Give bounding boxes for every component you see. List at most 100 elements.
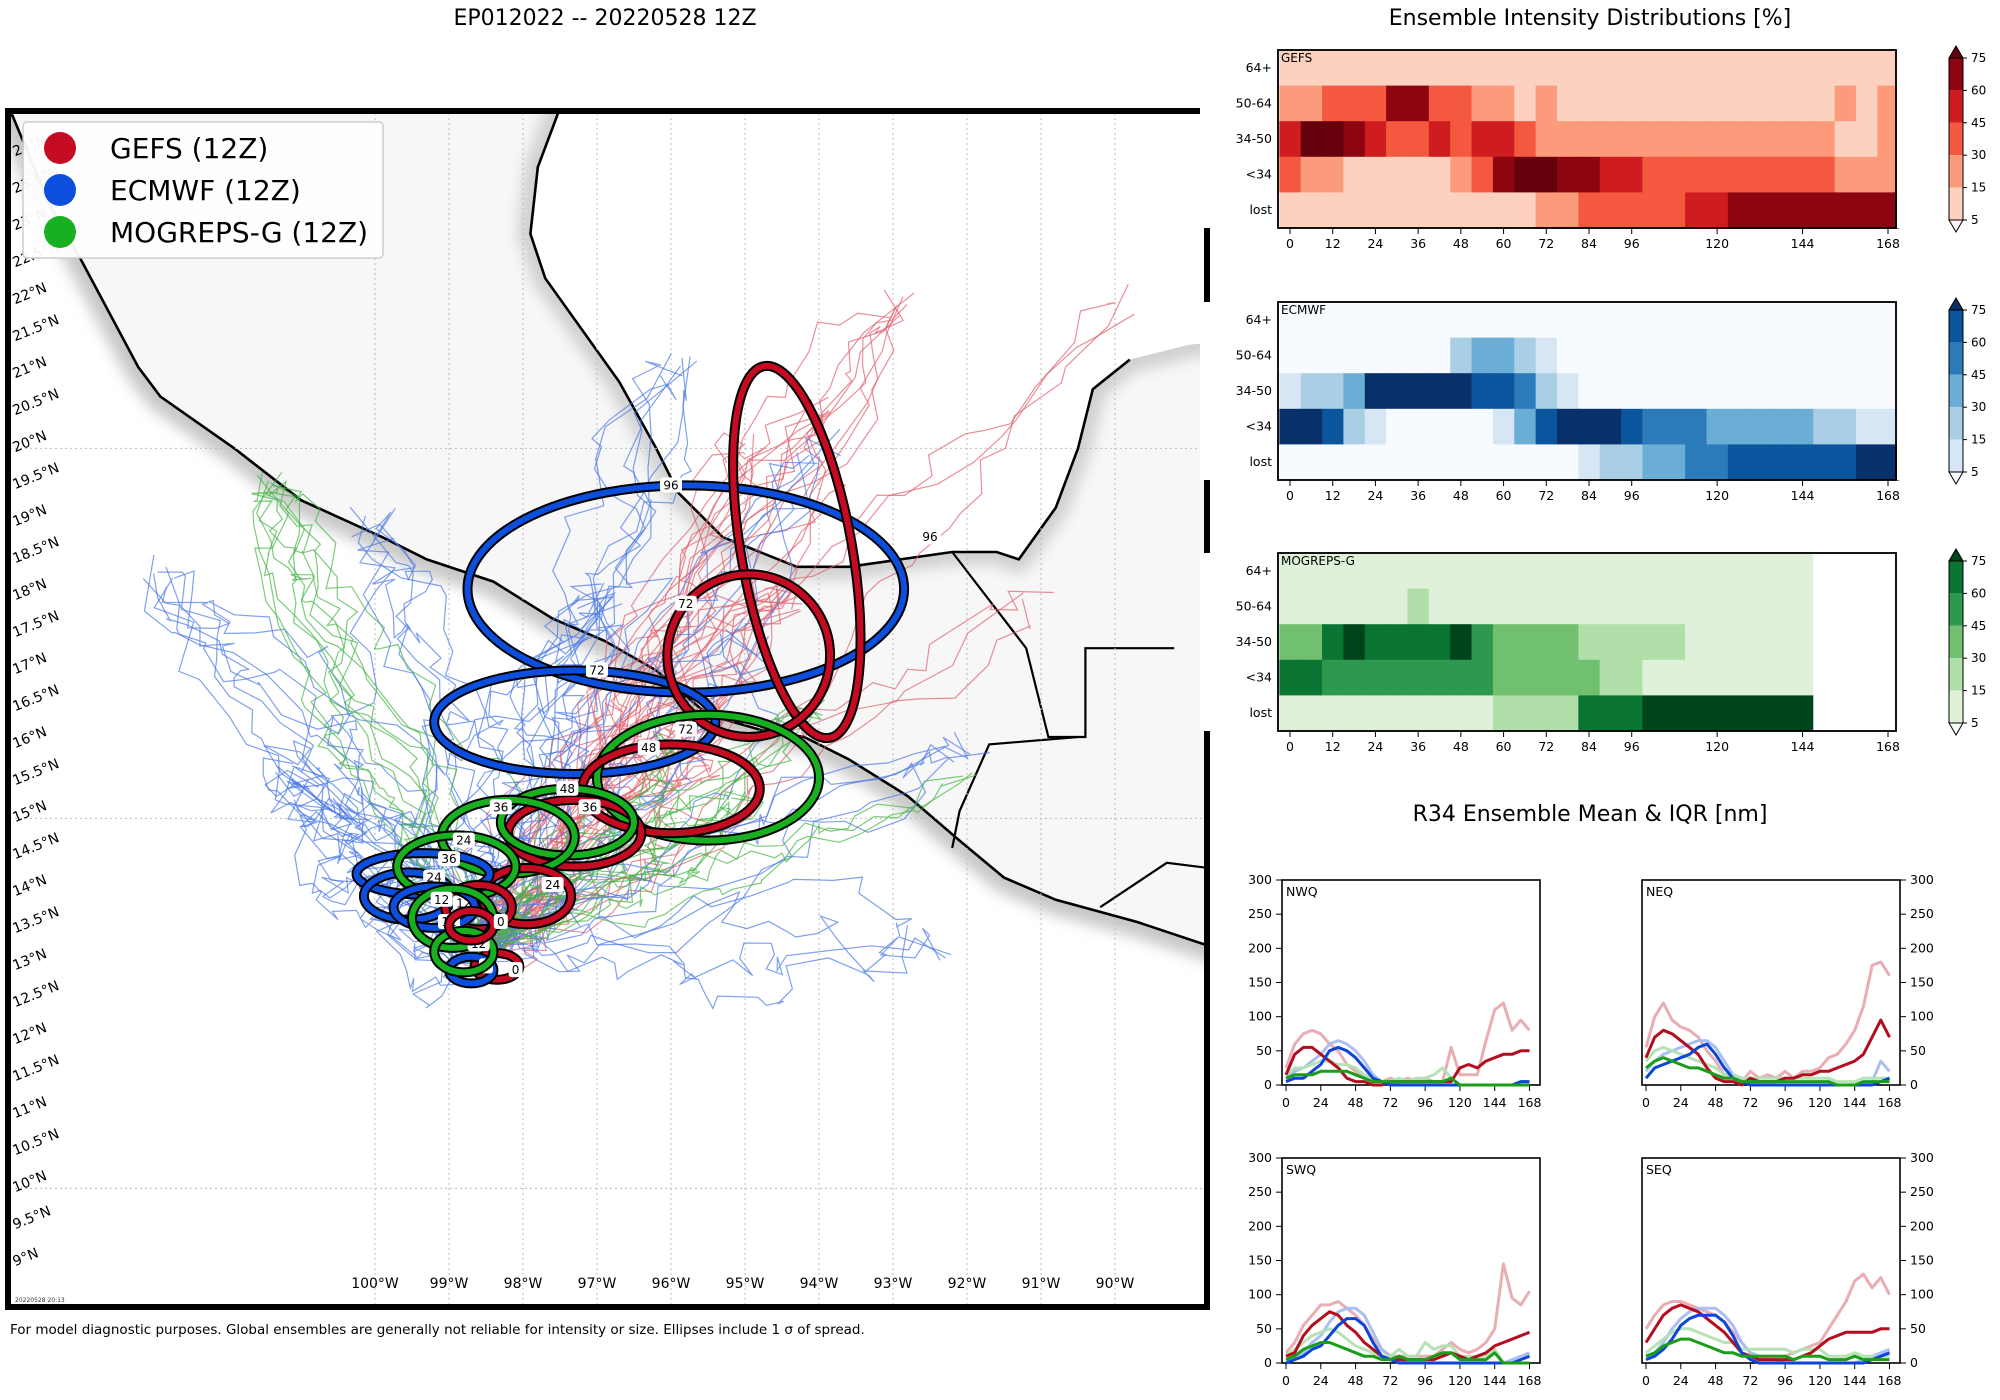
heat-x-label: 84 — [1581, 236, 1597, 251]
heat-cell — [1279, 50, 1302, 87]
heat-cell — [1514, 50, 1537, 87]
r34-series-line — [1285, 1317, 1531, 1365]
r34-x-label: 96 — [1417, 1373, 1433, 1388]
track-line — [153, 573, 488, 963]
heat-cell — [1556, 695, 1579, 732]
r34-series-line — [1284, 1001, 1531, 1084]
heat-cell — [1599, 695, 1622, 732]
heat-cell — [1642, 624, 1665, 661]
r34-x-label: 144 — [1483, 1373, 1507, 1388]
ellipse-label-bg — [578, 799, 601, 815]
heat-cell — [1578, 695, 1601, 732]
heat-cell — [1770, 408, 1793, 445]
r34-x-label: 144 — [1843, 1373, 1867, 1388]
heat-x-label: 60 — [1496, 739, 1512, 754]
heat-cell — [1749, 588, 1772, 625]
heat-cell — [1364, 85, 1387, 122]
r34-y-label: 300 — [1910, 1150, 1934, 1165]
heat-x-label: 24 — [1367, 739, 1383, 754]
heat-cell — [1770, 302, 1793, 339]
heat-cell — [1663, 624, 1686, 661]
heat-row-label: 34-50 — [1236, 131, 1272, 146]
r34-series-line — [1645, 1056, 1890, 1087]
heat-cell — [1556, 302, 1579, 339]
heat-cell — [1813, 408, 1836, 445]
colorbar-label: 5 — [1971, 716, 1979, 730]
heat-cell — [1279, 659, 1302, 696]
heat-cell — [1300, 50, 1323, 87]
heat-cell — [1514, 302, 1537, 339]
r34-y-label: 250 — [1910, 906, 1934, 921]
heat-cell — [1877, 50, 1900, 87]
track-line — [496, 732, 969, 957]
heat-cell — [1621, 373, 1643, 410]
r34-x-label: 120 — [1808, 1373, 1832, 1388]
heat-row-label: 34-50 — [1236, 634, 1272, 649]
heat-cell — [1621, 588, 1643, 625]
heat-cell — [1791, 156, 1814, 193]
r34-x-label: 24 — [1313, 1095, 1329, 1110]
heat-cell — [1813, 121, 1836, 158]
heat-cell — [1813, 337, 1836, 374]
heat-cell — [1663, 302, 1686, 339]
heat-cell — [1663, 588, 1686, 625]
heat-cell — [1556, 553, 1579, 590]
heat-cell — [1364, 373, 1387, 410]
heat-cell — [1663, 85, 1686, 122]
r34-y-label: 50 — [1910, 1321, 1926, 1336]
heat-cell — [1578, 156, 1601, 193]
r34-y-label: 250 — [1248, 906, 1272, 921]
r34-seq-chart: 0 50 100 150 200 250 300 0 24 48 72 96 120 144 168 SEQ — [1641, 1150, 1934, 1388]
r34-y-label: 200 — [1248, 940, 1272, 955]
r34-x-label: 48 — [1348, 1095, 1364, 1110]
heat-cell — [1364, 121, 1387, 158]
timestamp: 20220528 20:13 — [15, 1297, 65, 1304]
heat-cell — [1407, 659, 1430, 696]
r34-series-line — [1644, 1303, 1890, 1362]
heat-x-label: 60 — [1496, 236, 1512, 251]
heat-cell — [1492, 588, 1515, 625]
track-line — [496, 711, 824, 951]
heat-x-label: 168 — [1876, 236, 1900, 251]
heat-cell — [1322, 624, 1344, 661]
heat-cell — [1535, 192, 1558, 229]
heat-cell — [1492, 85, 1515, 122]
heat-cell — [1685, 695, 1708, 732]
pacific-coastline — [10, 114, 1205, 946]
heat-cell — [1834, 373, 1857, 410]
heat-cell — [1663, 373, 1686, 410]
heat-cell — [1770, 444, 1793, 481]
heat-cell — [1407, 50, 1430, 87]
heat-cell — [1578, 85, 1601, 122]
heat-cell — [1791, 302, 1814, 339]
r34-y-label: 50 — [1256, 1321, 1272, 1336]
heat-cell — [1727, 302, 1750, 339]
heat-cell — [1428, 444, 1451, 481]
heat-cell — [1877, 408, 1900, 445]
heat-cell — [1706, 337, 1729, 374]
heat-cell — [1855, 444, 1878, 481]
heat-x-label: 0 — [1286, 739, 1294, 754]
heat-cell — [1685, 192, 1708, 229]
heat-cell — [1877, 553, 1900, 590]
heat-cell — [1343, 553, 1366, 590]
heat-cell — [1749, 373, 1772, 410]
heat-cell — [1450, 50, 1473, 87]
heat-cell — [1471, 695, 1494, 732]
heat-cell — [1877, 659, 1900, 696]
map-legend: GEFS (12Z) ECMWF (12Z) MOGREPS-G (12Z) — [22, 121, 384, 259]
heat-cell — [1428, 695, 1451, 732]
lon-label: 96°W — [652, 1276, 691, 1292]
heat-cell — [1450, 408, 1473, 445]
heat-cell — [1877, 121, 1900, 158]
heat-cell — [1407, 553, 1430, 590]
heat-x-label: 120 — [1705, 739, 1729, 754]
heat-cell — [1535, 444, 1558, 481]
heat-cell — [1706, 50, 1729, 87]
heat-x-label: 0 — [1286, 236, 1294, 251]
heat-cell — [1749, 408, 1772, 445]
heat-cell — [1364, 156, 1387, 193]
heat-cell — [1386, 50, 1409, 87]
heat-cell — [1556, 85, 1579, 122]
heat-cell — [1492, 121, 1515, 158]
